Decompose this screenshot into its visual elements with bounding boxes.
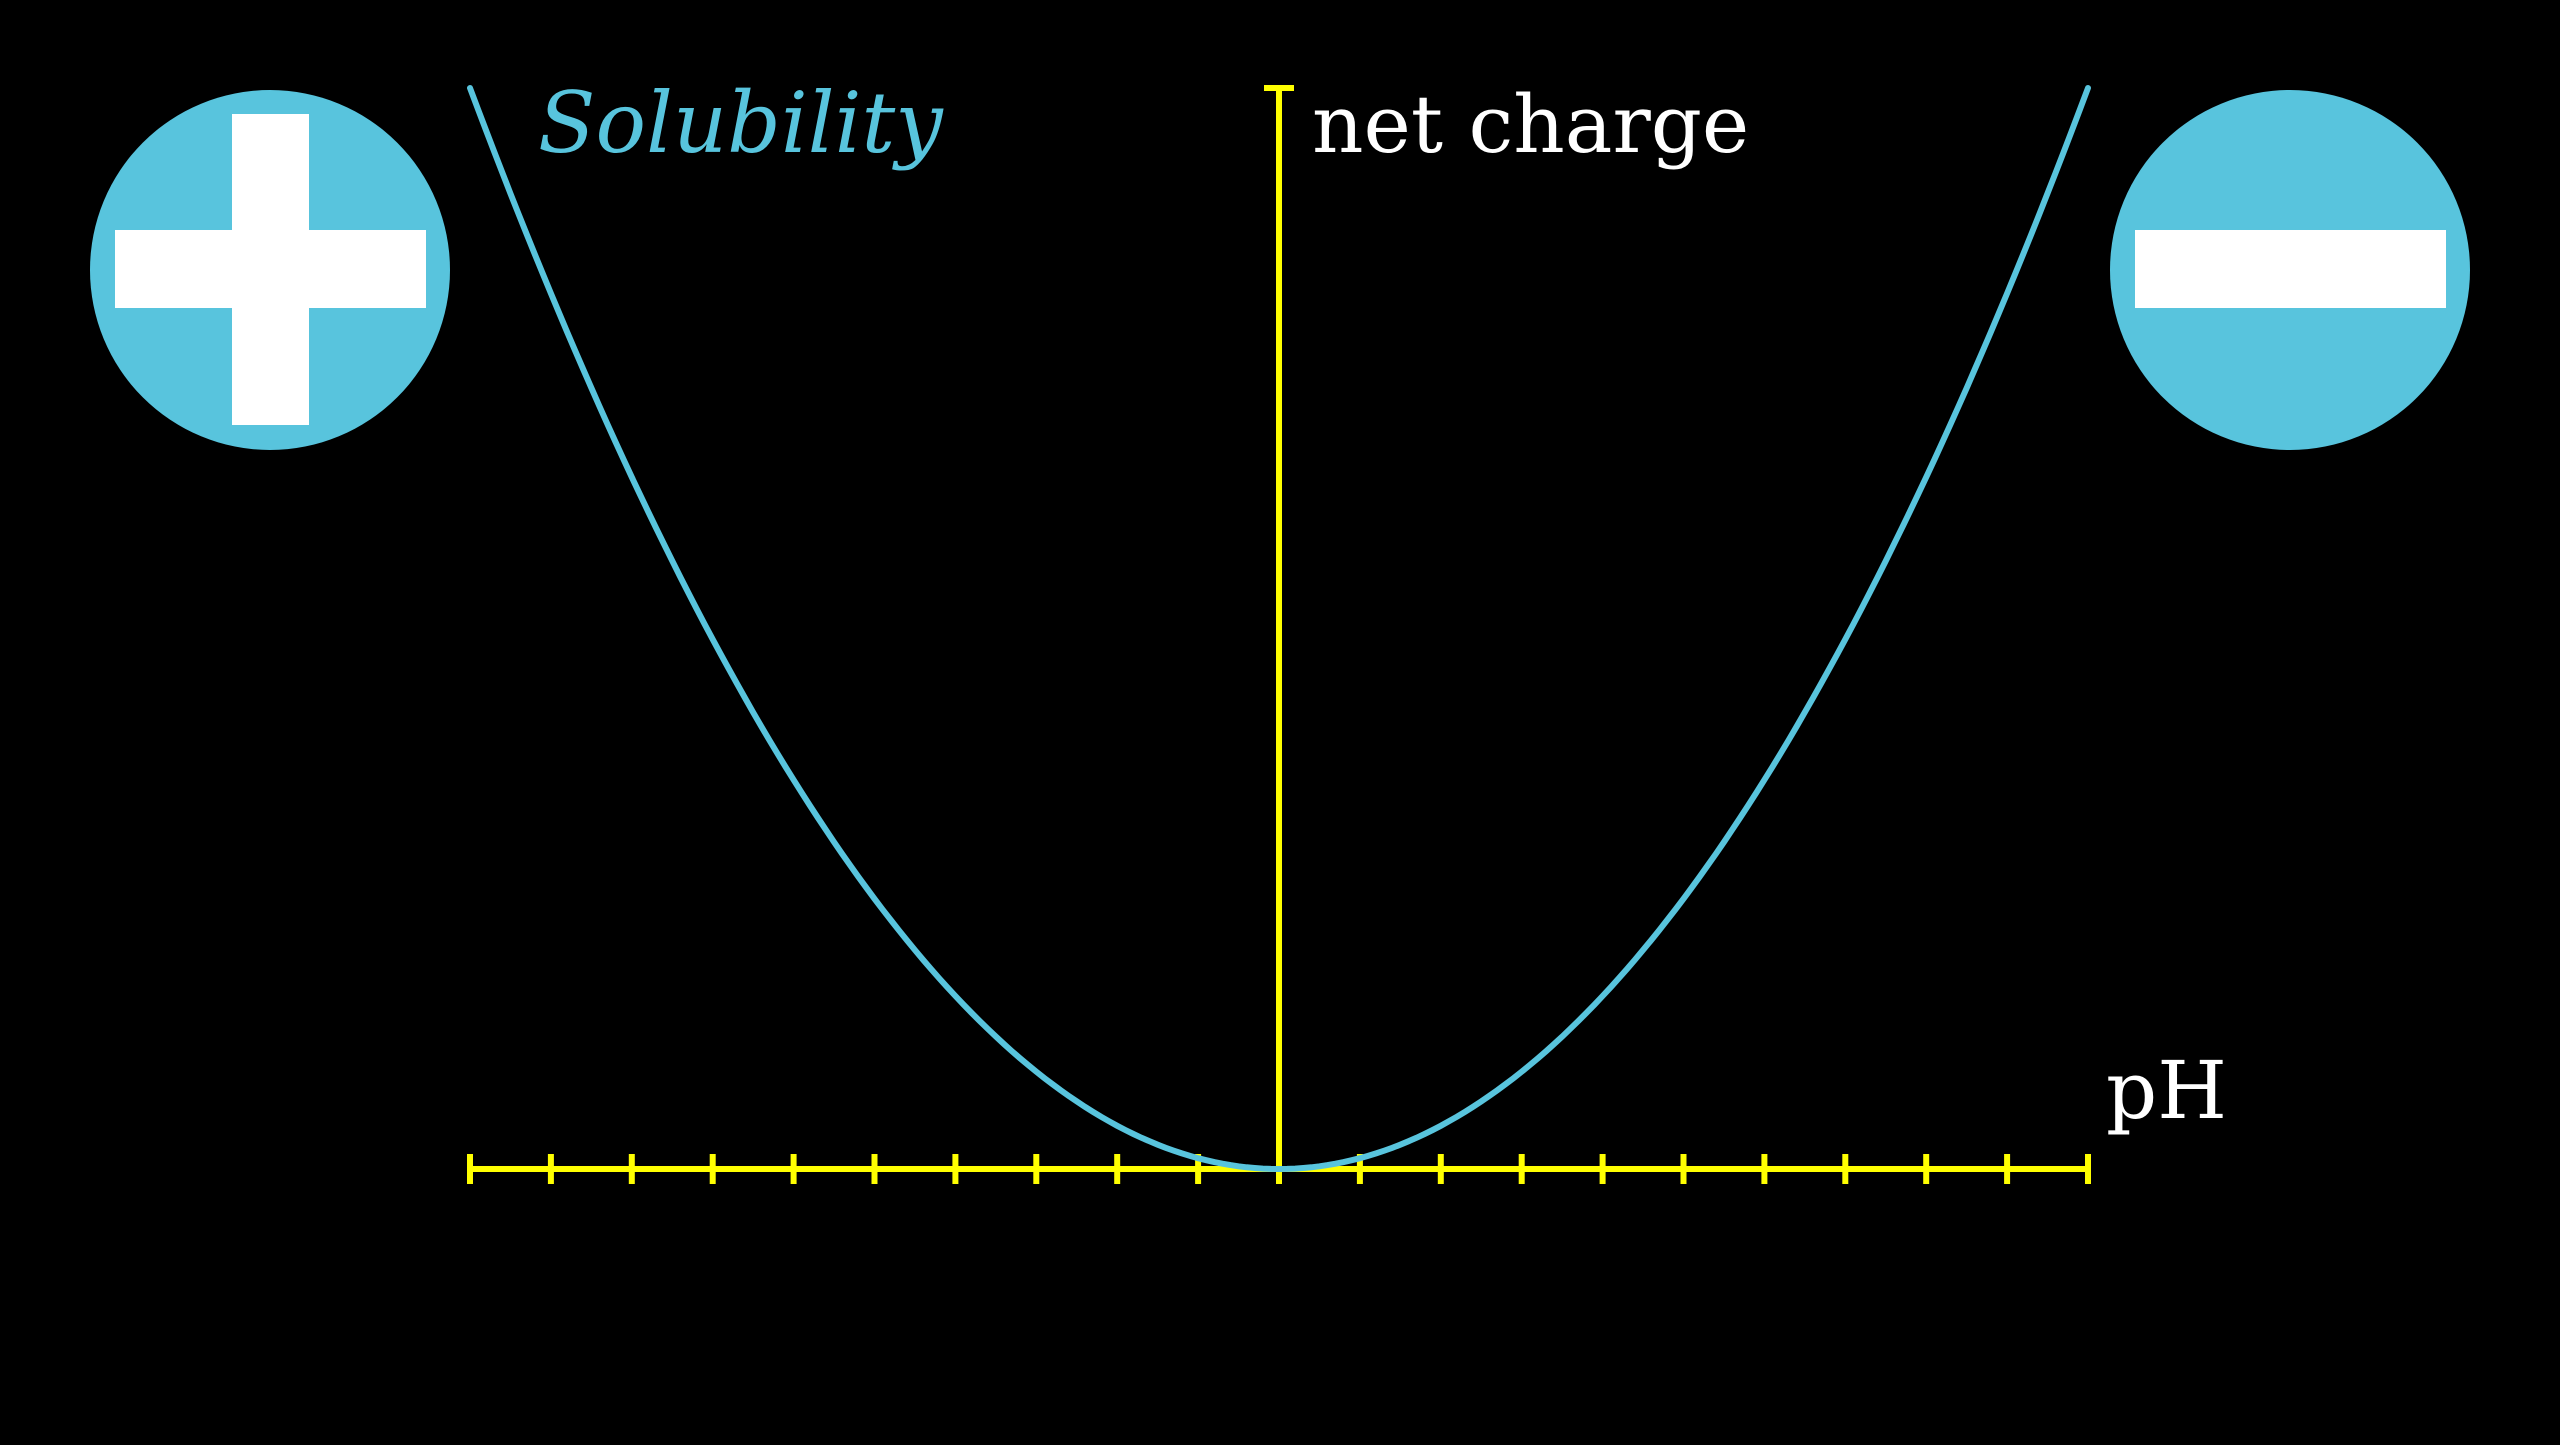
minus-icon-bar [2135, 230, 2446, 308]
x-axis-label: pH [2106, 1044, 2227, 1137]
solubility-curve [467, 85, 2091, 1173]
negative-badge [2110, 90, 2470, 450]
plus-icon-vertical-bar [232, 114, 309, 425]
y-axis-label: net charge [1312, 78, 1749, 171]
plus-icon [115, 114, 426, 425]
minus-icon [2135, 230, 2446, 308]
positive-badge [90, 90, 450, 450]
curve-label: Solubility [538, 74, 944, 172]
